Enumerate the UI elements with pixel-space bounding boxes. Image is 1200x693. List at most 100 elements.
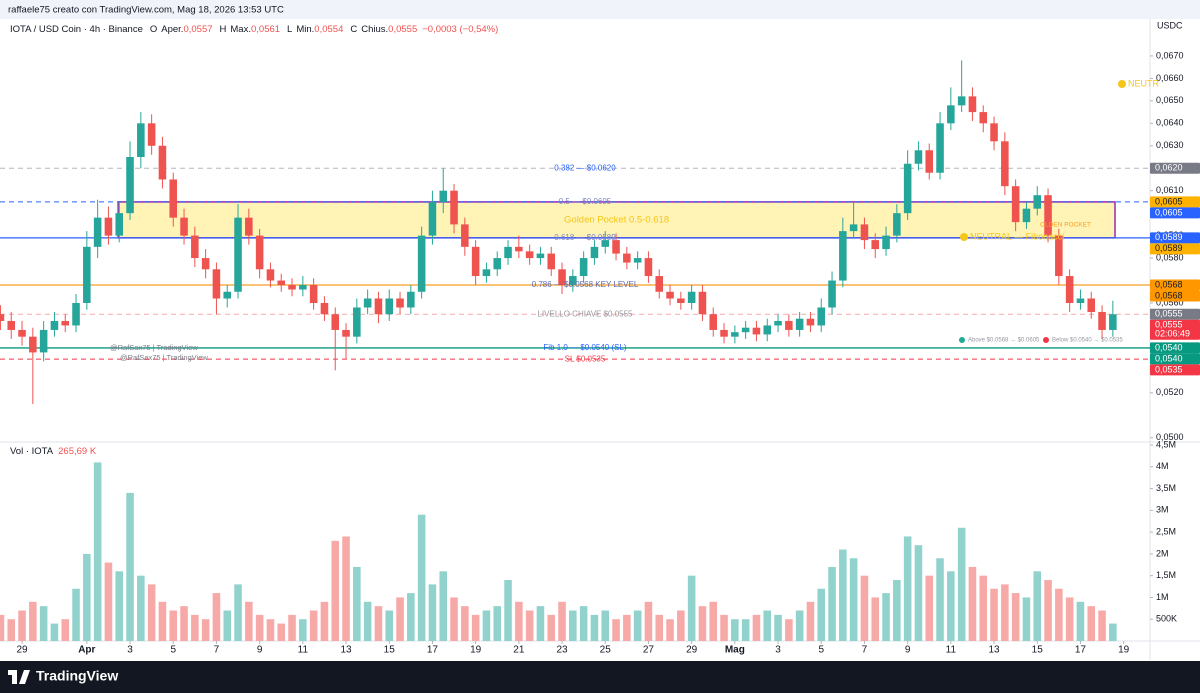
volume-tick-label: 3M	[1156, 505, 1169, 515]
volume-bar	[137, 575, 145, 641]
candle-body	[947, 105, 955, 124]
volume-bar	[601, 610, 610, 641]
candle-body	[299, 285, 307, 290]
candle-body	[1001, 141, 1009, 187]
candle-body	[1022, 208, 1031, 223]
candle-body	[644, 258, 653, 277]
candle-body	[137, 123, 145, 158]
symbol: IOTA / USD Coin · 4h · Binance	[10, 24, 143, 35]
y-tick-label: 0,0660	[1156, 73, 1184, 83]
annotation: Below $0.0540 → $0.0535	[1052, 338, 1123, 344]
volume-bar	[677, 610, 685, 641]
price-badge	[1150, 162, 1200, 174]
x-tick-label: 21	[513, 645, 525, 656]
candle-body	[461, 224, 469, 247]
volume-bar	[115, 571, 124, 641]
plot-area: Golden Pocket 0.5-0.618 0.382 — $0.0620 0.…	[0, 60, 1150, 641]
x-tick-label: 7	[862, 645, 868, 656]
candle-body	[741, 327, 750, 333]
candle-body	[191, 235, 199, 259]
golden-pocket-zone	[117, 201, 1116, 239]
price-badge-label: 0,0540	[1155, 353, 1183, 363]
price-badge	[1150, 353, 1200, 365]
volume-bar	[623, 614, 631, 641]
volume-title: Vol · IOTA	[10, 446, 54, 457]
footer-bar	[0, 661, 1200, 693]
candle-body	[18, 329, 26, 337]
ohlc-key: L	[287, 24, 292, 35]
candle-body	[83, 246, 91, 303]
volume-bar	[698, 606, 707, 641]
volume-bar	[860, 575, 869, 641]
annotation: NEUTRAL — Fibonacci	[970, 231, 1064, 241]
candle-body	[1033, 195, 1042, 209]
volume-bar	[612, 619, 620, 641]
y-tick-label: 0,0640	[1156, 118, 1184, 128]
candle-body	[29, 336, 37, 353]
price-badge	[1150, 243, 1200, 255]
candle-body	[493, 258, 502, 270]
candle-body	[201, 258, 210, 270]
ohlc-label: Max.	[230, 24, 251, 35]
candle-body	[903, 163, 912, 214]
x-tick-label: 23	[556, 645, 568, 656]
volume-bar	[39, 606, 48, 641]
volume-tick-label: 3,5M	[1156, 483, 1176, 493]
candle-body	[957, 96, 966, 106]
volume-bar	[817, 588, 826, 641]
volume-bar	[936, 558, 944, 641]
candle-body	[936, 123, 944, 173]
candle-body	[50, 320, 59, 330]
candle-body	[525, 251, 534, 259]
volume-legend: Vol · IOTA 265,69 K	[10, 446, 97, 457]
price-badge	[1150, 232, 1200, 244]
candle-body	[633, 258, 642, 263]
candle-body	[795, 318, 804, 330]
volume-bar	[482, 610, 491, 641]
volume-bar	[61, 619, 70, 641]
candle-body	[309, 285, 318, 303]
x-tick-label: 5	[170, 645, 176, 656]
x-tick-label: 11	[946, 645, 957, 656]
level-label: 0.382 — $0.0620	[554, 163, 616, 172]
volume-bar	[1033, 571, 1042, 641]
price-badge-label: 0,0589	[1155, 232, 1183, 242]
price-badge	[1150, 290, 1200, 302]
volume-bar	[385, 610, 394, 641]
volume-bar	[461, 606, 469, 641]
currency-label: USDC	[1157, 20, 1183, 30]
volume-bar	[633, 610, 642, 641]
volume-bar	[504, 580, 512, 641]
candle-body	[180, 217, 188, 236]
volume-bar	[882, 593, 890, 641]
candle-body	[104, 217, 113, 236]
x-tick-label: 29	[686, 645, 698, 656]
x-tick-label: 11	[298, 645, 309, 656]
annotation: @RafSax75 | TradingView	[120, 353, 208, 362]
candle-body	[255, 235, 264, 270]
y-tick-label: 0,0610	[1156, 185, 1184, 195]
candle-body	[828, 280, 836, 308]
volume-bar	[29, 601, 37, 641]
volume-bar	[1044, 580, 1052, 641]
volume-bar	[353, 566, 361, 641]
volume-bar	[731, 619, 739, 641]
candle-body	[1065, 276, 1074, 303]
volume-bar	[849, 558, 858, 641]
volume-bar	[558, 601, 566, 641]
candle-body	[698, 291, 707, 315]
y-tick-label: 0,0520	[1156, 387, 1184, 397]
volume-bar	[309, 610, 318, 641]
volume-bar	[741, 619, 750, 641]
candle-body	[147, 123, 156, 146]
volume-bar	[828, 566, 836, 641]
volume-bar	[590, 614, 599, 641]
candle-body	[871, 240, 880, 250]
annotation-icon	[960, 233, 968, 241]
volume-bar	[299, 619, 307, 641]
volume-bar	[1087, 606, 1096, 641]
volume-bar	[191, 614, 199, 641]
annotation-icon	[1118, 80, 1126, 88]
volume-bar	[752, 614, 761, 641]
volume-bar	[223, 610, 232, 641]
